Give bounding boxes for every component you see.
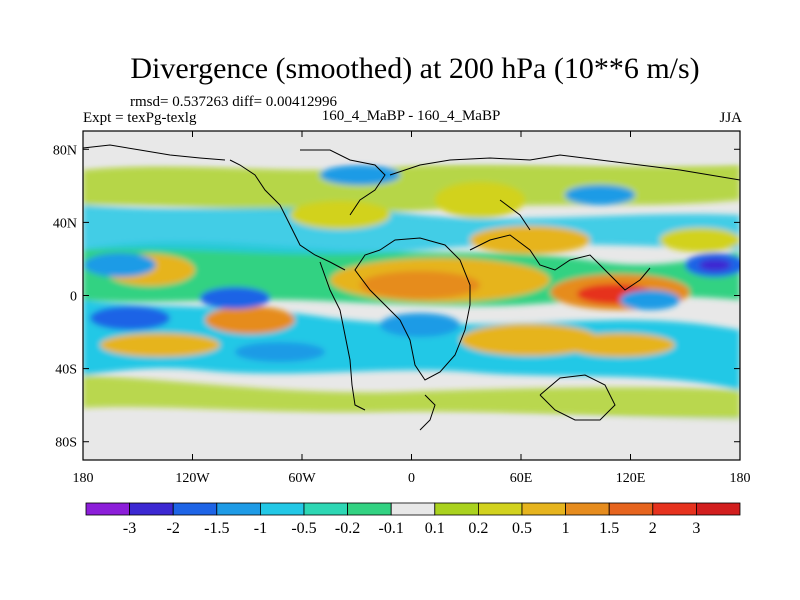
x-tick-label: 180 — [73, 471, 94, 486]
field-blob — [565, 333, 675, 357]
coastline — [229, 159, 346, 271]
divergence-field — [83, 131, 740, 460]
field-blob — [205, 306, 295, 334]
colorbar-label: 1.5 — [599, 520, 619, 537]
x-tick-label: 0 — [408, 471, 415, 486]
x-tick-label: 180 — [730, 471, 751, 486]
y-tick-label: 80S — [55, 436, 77, 451]
coastline — [539, 374, 616, 421]
x-tick-label: 60W — [288, 471, 316, 486]
field-blob — [620, 290, 680, 310]
field-blob — [660, 228, 740, 252]
coastline — [469, 234, 651, 291]
x-tick-label: 120E — [616, 471, 646, 486]
colorbar-label: -3 — [123, 520, 136, 537]
field-blob — [290, 201, 390, 229]
colorbar-swatch — [390, 502, 436, 516]
colorbar-label: 2 — [649, 520, 657, 537]
colorbar-label: 3 — [692, 520, 700, 537]
colorbar-label: 1 — [562, 520, 570, 537]
experiment-label: Expt = texPg-texlg — [83, 110, 197, 126]
colorbar-swatch — [216, 502, 261, 516]
field-blob — [320, 165, 400, 185]
y-tick-label: 80N — [53, 143, 77, 158]
coastline — [419, 394, 436, 431]
colorbar-swatch — [303, 502, 348, 516]
colorbar: -3 -2 -1.5 -1 -0.5 -0.2 -0.1 0.1 0.2 0.5 1 1.5 2 3 — [85, 502, 741, 537]
field-blob — [84, 253, 156, 277]
field-blob — [100, 333, 220, 357]
coastline — [389, 154, 740, 181]
colorbar-swatch — [85, 502, 130, 516]
colorbar-swatch — [565, 502, 610, 516]
colorbar-swatch — [477, 502, 523, 516]
coastline — [300, 149, 386, 216]
colorbar-label: -2 — [167, 520, 180, 537]
field-blob — [699, 259, 731, 271]
colorbar-label: -1.5 — [204, 520, 229, 537]
field-blob — [565, 185, 635, 205]
y-axis: 80N 40N 0 40S 80S — [53, 143, 740, 451]
colorbar-label: -0.5 — [291, 520, 316, 537]
coastline — [499, 199, 531, 231]
field-blob — [460, 324, 600, 356]
field-blob — [90, 306, 170, 330]
chart-title: Divergence (smoothed) at 200 hPa (10**6 … — [130, 52, 700, 85]
x-tick-label: 120W — [175, 471, 210, 486]
coastline — [83, 144, 226, 161]
coastline — [354, 237, 471, 381]
field-band — [83, 375, 740, 420]
colorbar-swatch — [608, 502, 654, 516]
colorbar-swatch — [259, 502, 305, 516]
case-label: 160_4_MaBP - 160_4_MaBP — [321, 108, 501, 124]
colorbar-swatch — [347, 502, 392, 516]
colorbar-label: 0.5 — [512, 520, 532, 537]
colorbar-label: -0.1 — [379, 520, 404, 537]
rmsd-diff-label: rmsd= 0.537263 diff= 0.00412996 — [130, 94, 338, 110]
field-blob — [435, 182, 525, 218]
season-label: JJA — [719, 110, 742, 126]
colorbar-swatch — [434, 502, 479, 516]
y-tick-label: 0 — [70, 290, 77, 305]
colorbar-label: 0.1 — [425, 520, 445, 537]
colorbar-swatch — [652, 502, 697, 516]
field-blob — [83, 420, 740, 460]
y-tick-label: 40S — [55, 363, 77, 378]
colorbar-swatch — [172, 502, 218, 516]
y-tick-label: 40N — [53, 216, 77, 231]
field-blob — [380, 313, 460, 337]
field-blob — [470, 226, 590, 254]
colorbar-swatch — [521, 502, 566, 516]
coastlines — [83, 144, 740, 431]
colorbar-label: -1 — [254, 520, 267, 537]
field-blob — [360, 271, 480, 299]
colorbar-swatch — [129, 502, 174, 516]
x-tick-label: 60E — [510, 471, 533, 486]
colorbar-label: -0.2 — [335, 520, 360, 537]
field-blob — [200, 287, 270, 309]
coastline — [319, 261, 366, 411]
colorbar-label: 0.2 — [468, 520, 488, 537]
field-blob — [235, 342, 325, 362]
x-axis: 180 120W 60W 0 60E 120E 180 — [73, 131, 751, 486]
colorbar-swatch — [696, 502, 741, 516]
